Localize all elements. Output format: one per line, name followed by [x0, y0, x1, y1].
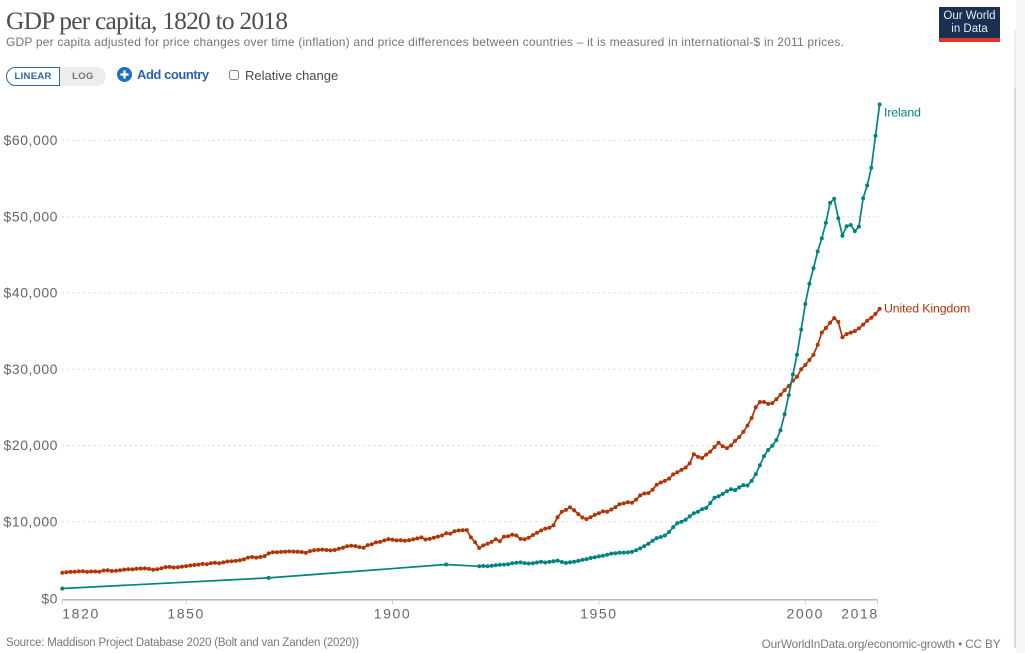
- svg-text:2018: 2018: [841, 606, 879, 622]
- svg-text:$40,000: $40,000: [4, 285, 58, 301]
- svg-text:1950: 1950: [580, 606, 618, 622]
- svg-text:1900: 1900: [374, 606, 412, 622]
- svg-text:2000: 2000: [787, 606, 825, 622]
- svg-text:$50,000: $50,000: [4, 208, 58, 224]
- svg-text:1850: 1850: [167, 606, 205, 622]
- svg-text:$60,000: $60,000: [4, 132, 58, 148]
- svg-text:Ireland: Ireland: [884, 106, 921, 120]
- svg-text:United Kingdom: United Kingdom: [884, 302, 970, 316]
- svg-text:$20,000: $20,000: [4, 437, 58, 453]
- svg-text:$30,000: $30,000: [4, 361, 58, 377]
- svg-text:$0: $0: [41, 591, 58, 607]
- svg-text:$10,000: $10,000: [4, 513, 58, 529]
- svg-text:1820: 1820: [62, 606, 100, 622]
